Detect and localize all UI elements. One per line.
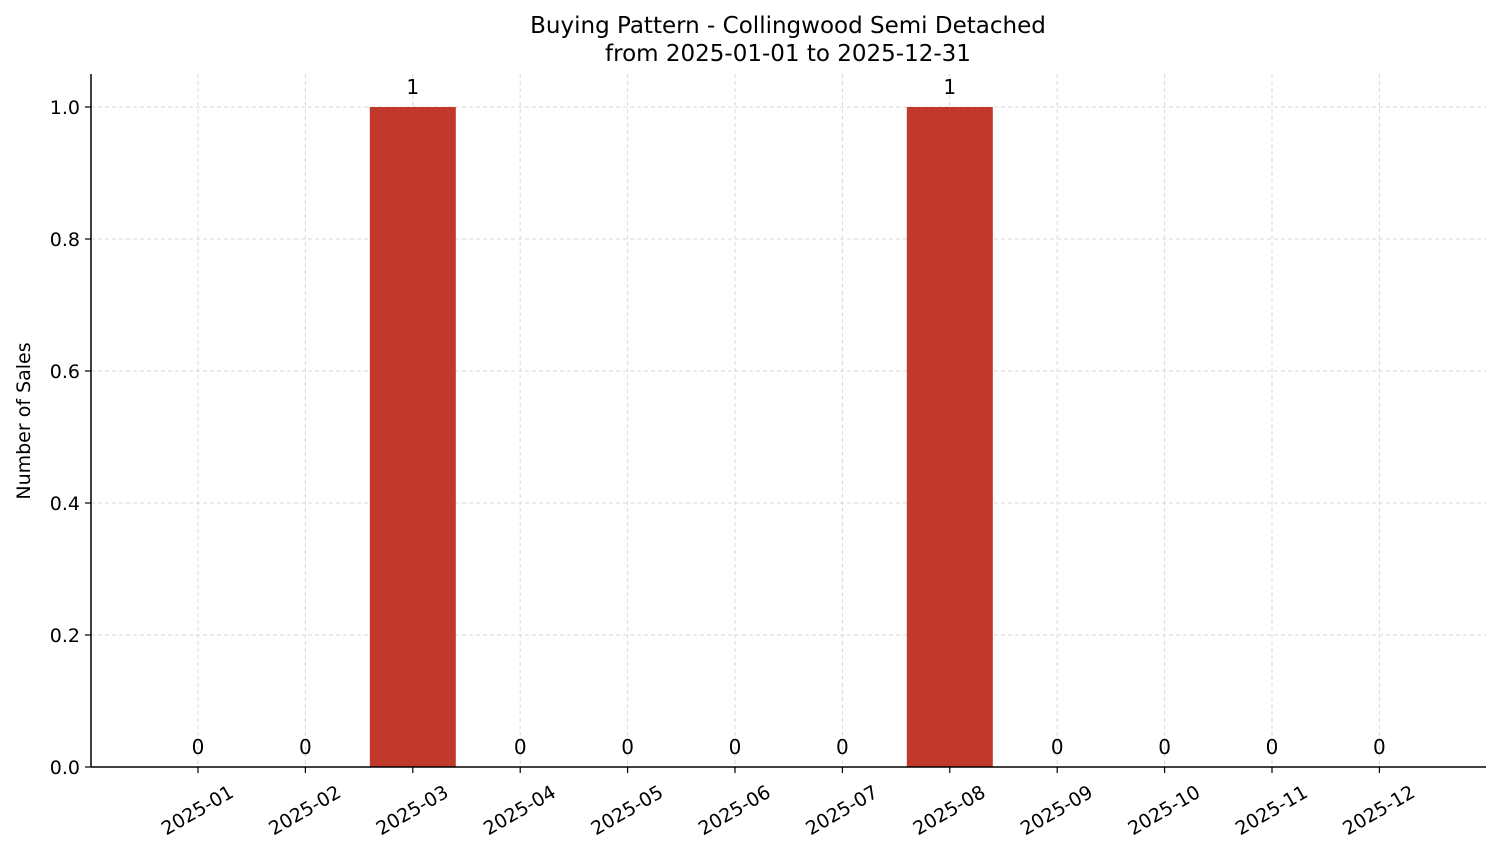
x-tick-label-2025-04: 2025-04 <box>480 781 560 840</box>
y-tick-label-0: 0.0 <box>50 757 80 779</box>
data-label-2025-03: 1 <box>406 75 419 99</box>
bar-2025-03 <box>369 107 456 767</box>
grid-layer <box>91 74 1486 768</box>
data-label-2025-10: 0 <box>1158 735 1171 759</box>
data-label-2025-06: 0 <box>729 735 742 759</box>
chart-title: Buying Pattern - Collingwood Semi Detach… <box>530 13 1046 39</box>
x-tick-label-2025-06: 2025-06 <box>695 781 775 840</box>
data-label-2025-09: 0 <box>1051 735 1064 759</box>
y-tick-label-1: 0.2 <box>50 625 80 647</box>
data-label-2025-05: 0 <box>621 735 634 759</box>
data-label-2025-08: 1 <box>943 75 956 99</box>
data-label-2025-12: 0 <box>1373 735 1386 759</box>
data-label-2025-04: 0 <box>514 735 527 759</box>
x-tick-label-2025-10: 2025-10 <box>1124 781 1204 840</box>
data-label-2025-07: 0 <box>836 735 849 759</box>
data-label-2025-02: 0 <box>299 735 312 759</box>
x-tick-label-2025-03: 2025-03 <box>373 781 453 840</box>
bar-2025-08 <box>906 107 993 767</box>
x-tick-label-2025-08: 2025-08 <box>910 781 990 840</box>
axis-layer <box>85 74 1486 773</box>
x-tick-label-2025-11: 2025-11 <box>1232 781 1312 840</box>
bar-layer <box>369 107 993 767</box>
x-tick-label-2025-12: 2025-12 <box>1339 781 1419 840</box>
y-tick-label-2: 0.4 <box>50 493 80 515</box>
y-tick-label-4: 0.8 <box>50 229 80 251</box>
y-axis-label: Number of Sales <box>13 342 35 499</box>
data-label-2025-11: 0 <box>1266 735 1279 759</box>
data-label-2025-01: 0 <box>192 735 205 759</box>
tick-label-layer: 0.0 0.2 0.4 0.6 0.8 1.0 2025-01 2025-02 2025-03 2… <box>50 97 1419 840</box>
x-tick-label-2025-09: 2025-09 <box>1017 781 1097 840</box>
data-label-layer: 0 0 1 0 0 0 0 1 0 0 0 0 <box>192 75 1386 759</box>
x-tick-label-2025-01: 2025-01 <box>158 781 238 840</box>
x-tick-label-2025-02: 2025-02 <box>265 781 345 840</box>
y-tick-label-5: 1.0 <box>50 97 80 119</box>
x-tick-label-2025-05: 2025-05 <box>587 781 667 840</box>
chart-subtitle: from 2025-01-01 to 2025-12-31 <box>605 41 971 67</box>
y-tick-label-3: 0.6 <box>50 361 80 383</box>
x-tick-label-2025-07: 2025-07 <box>802 781 882 840</box>
